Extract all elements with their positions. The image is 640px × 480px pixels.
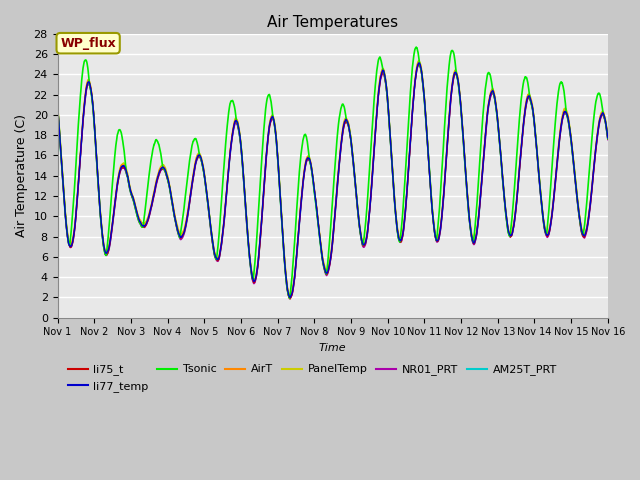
- X-axis label: Time: Time: [319, 343, 346, 353]
- Text: WP_flux: WP_flux: [60, 36, 116, 50]
- Legend: li75_t, li77_temp, Tsonic, AirT, PanelTemp, NR01_PRT, AM25T_PRT: li75_t, li77_temp, Tsonic, AirT, PanelTe…: [63, 360, 561, 396]
- Title: Air Temperatures: Air Temperatures: [267, 15, 398, 30]
- Y-axis label: Air Temperature (C): Air Temperature (C): [15, 114, 28, 237]
